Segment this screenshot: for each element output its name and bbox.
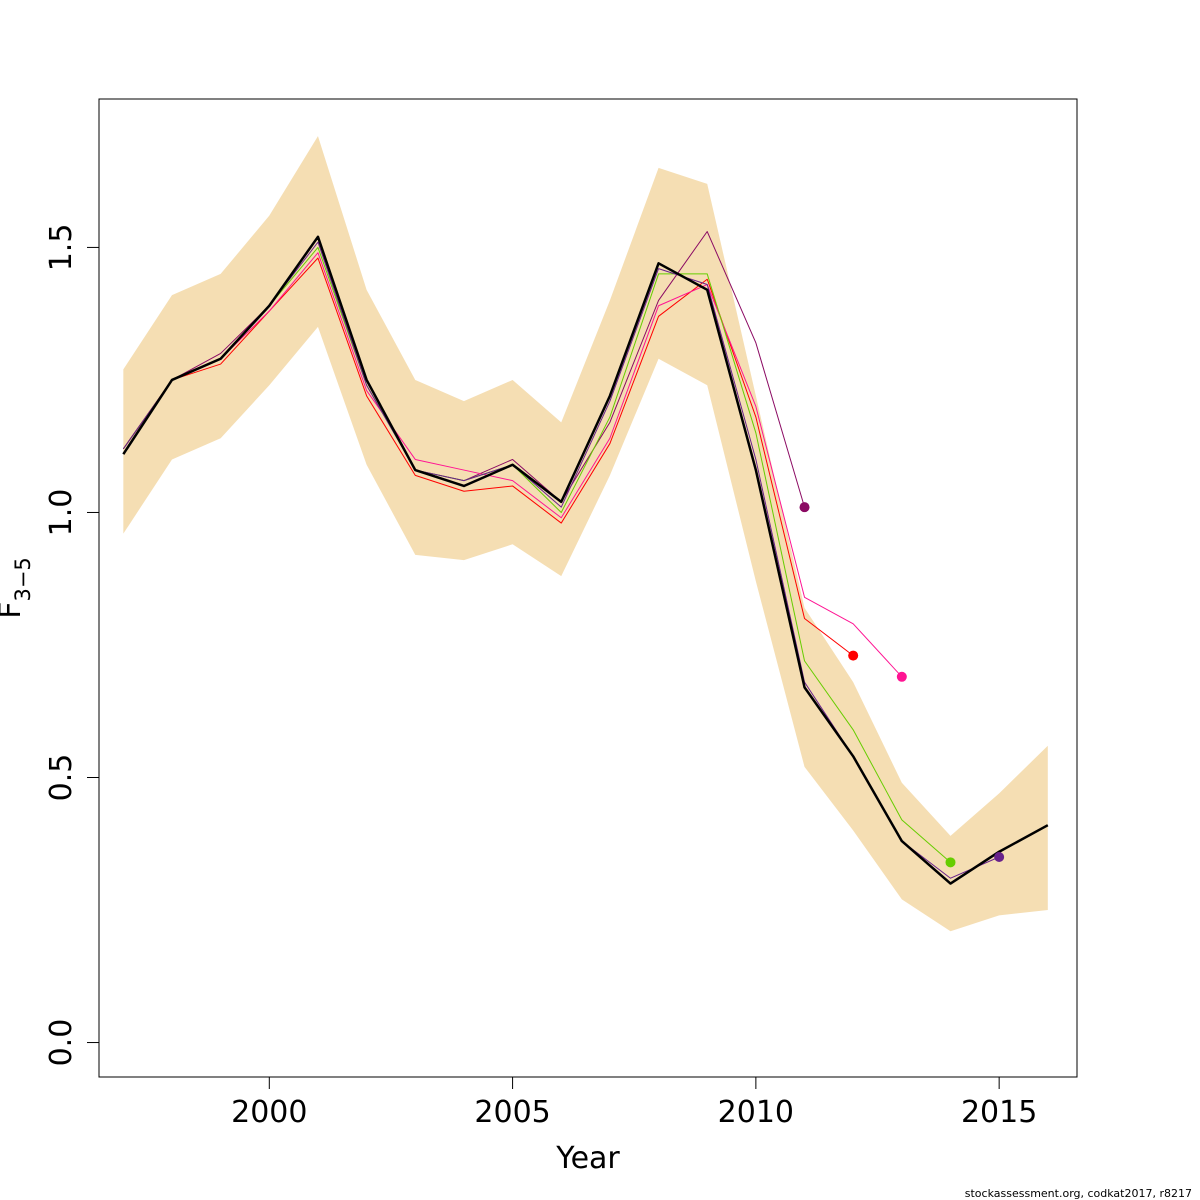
- series-line-2: [122, 257, 854, 656]
- x-tick-label: 2010: [718, 1095, 794, 1130]
- x-tick-label: 2000: [231, 1095, 307, 1130]
- series-end-point-2: [848, 650, 859, 661]
- y-tick-label: 0.0: [44, 1019, 79, 1067]
- x-axis: 2000 2005 2010 2015: [231, 1076, 1037, 1130]
- confidence-band-layer: [123, 136, 1048, 932]
- x-tick-label: 2005: [474, 1095, 550, 1130]
- credit-text: stockassessment.org, codkat2017, r8217: [965, 1187, 1192, 1200]
- series-end-point-1: [799, 502, 810, 513]
- series-layer: [122, 231, 1049, 885]
- series-line-6: [122, 235, 1049, 885]
- y-axis-title-subscript: 3−5: [11, 557, 35, 601]
- series-line-3: [122, 252, 903, 678]
- y-axis-title-main: F: [0, 602, 28, 619]
- x-tick-label: 2015: [961, 1095, 1037, 1130]
- marker-layer: [799, 502, 1005, 868]
- series-end-point-3: [896, 671, 907, 682]
- series-end-point-4: [945, 857, 956, 868]
- y-axis-title-group: F3−5: [0, 557, 35, 619]
- y-tick-label: 1.5: [44, 224, 79, 272]
- x-axis-title: Year: [555, 1141, 620, 1176]
- y-tick-label: 0.5: [44, 754, 79, 802]
- y-axis: 0.0 0.5 1.0 1.5: [44, 224, 100, 1067]
- y-tick-label: 1.0: [44, 489, 79, 537]
- confidence-band: [123, 136, 1048, 932]
- y-axis-title: F3−5: [0, 557, 35, 619]
- series-end-point-5: [994, 852, 1005, 863]
